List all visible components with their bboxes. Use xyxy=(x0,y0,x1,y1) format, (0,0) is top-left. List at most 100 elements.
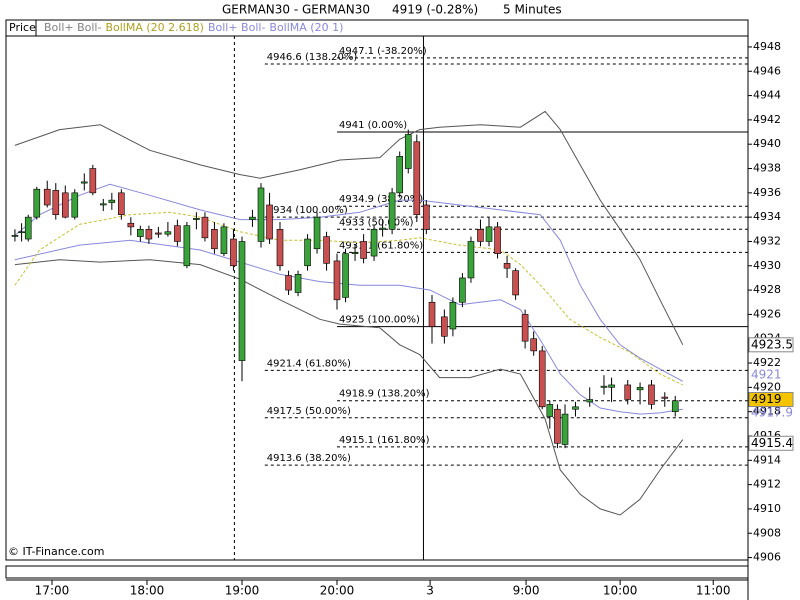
candle-body xyxy=(230,238,237,267)
fib-label: 4917.5 (50.00%) xyxy=(267,406,351,417)
legend-entry: BollMA (20 1) xyxy=(269,21,343,34)
fib-label: 4921.4 (61.80%) xyxy=(267,358,351,369)
fib-label: 4913.6 (38.20%) xyxy=(267,453,351,464)
legend-entry: Boll+ Boll- xyxy=(208,21,265,34)
legend-entry: Boll+ Boll- xyxy=(44,21,101,34)
candle-body xyxy=(494,226,501,254)
candle-body xyxy=(379,227,386,230)
candle-body xyxy=(441,316,448,337)
band-line xyxy=(14,239,683,415)
candle-body xyxy=(108,199,116,203)
panel-label: Price xyxy=(9,21,36,34)
y-tick-label: 4910 xyxy=(753,502,781,515)
price-label: 4917.9 xyxy=(751,405,793,419)
x-tick-label: 17:00 xyxy=(35,584,70,598)
y-tick-label: 4936 xyxy=(753,186,781,199)
candle-body xyxy=(155,232,162,235)
candle-body xyxy=(80,181,88,184)
candle-body xyxy=(285,275,292,291)
plot: 4947.1 (-38.20%)4946.6 (138.20%) 4941 (0.… xyxy=(11,36,748,560)
candle-body xyxy=(313,216,321,250)
x-tick-label: 3 xyxy=(426,584,434,598)
y-tick-label: 4920 xyxy=(753,380,781,393)
candle-body xyxy=(323,236,330,264)
last-price: 4919 (-0.28%) xyxy=(392,3,478,17)
price-label-box xyxy=(748,392,794,408)
candle-body xyxy=(266,204,273,240)
candle-body xyxy=(423,204,430,230)
band-line xyxy=(14,110,684,346)
y-tick-label: 4940 xyxy=(753,137,781,150)
x-tick-label: 10:00 xyxy=(603,584,638,598)
y-tick-label: 4944 xyxy=(753,89,781,102)
candle-body xyxy=(304,238,311,267)
candle-body xyxy=(137,229,144,237)
y-tick-label: 4928 xyxy=(753,283,781,296)
fib-label: 4947.1 (-38.20%) xyxy=(339,46,427,57)
candle-body xyxy=(554,408,561,444)
candle-body xyxy=(477,229,484,242)
candle-body xyxy=(351,252,359,254)
fib-label: 4946.6 (138.20%) xyxy=(267,52,358,63)
band-line xyxy=(14,183,684,382)
candle-body xyxy=(164,231,172,235)
plot-area xyxy=(5,35,749,561)
candle-body xyxy=(211,229,218,250)
y-tick-label: 4930 xyxy=(753,259,781,272)
candle-body xyxy=(530,338,537,352)
fib-label: 4931.1 (61.80%) xyxy=(339,240,423,251)
candle-body xyxy=(586,399,594,403)
candle-body xyxy=(370,229,378,257)
candle-body xyxy=(521,314,529,342)
candle-body xyxy=(512,270,519,296)
candle-body xyxy=(249,216,256,220)
candle-body xyxy=(503,263,511,269)
candle-body xyxy=(145,229,153,240)
y-tick-label: 4948 xyxy=(753,40,781,53)
candle-body xyxy=(71,192,79,218)
fib-label: 4934.9 (38.20%) xyxy=(339,194,423,205)
band-line xyxy=(14,259,684,516)
watermark: © IT-Finance.com xyxy=(8,545,105,558)
candle-body xyxy=(276,229,284,267)
candle-body xyxy=(600,385,608,388)
candle-body xyxy=(294,273,302,293)
candle-body xyxy=(127,222,135,228)
candle-body xyxy=(648,384,655,405)
price-label: 4919 xyxy=(751,392,782,406)
price-label-box xyxy=(748,337,794,353)
scrollbar[interactable] xyxy=(5,565,749,579)
price-label-box xyxy=(748,435,794,451)
y-tick-label: 4934 xyxy=(753,210,781,223)
candle-body xyxy=(24,216,32,240)
candle-body xyxy=(201,216,209,239)
candle-body xyxy=(449,301,457,330)
candle-body xyxy=(257,187,265,242)
x-tick-label: 18:00 xyxy=(130,584,165,598)
candle-body xyxy=(52,190,60,216)
candle-body xyxy=(193,218,200,220)
y-tick-label: 4942 xyxy=(753,113,781,126)
candle-body xyxy=(428,301,436,327)
y-tick-label: 4932 xyxy=(753,234,781,247)
y-tick-label: 4926 xyxy=(753,307,781,320)
fib-label: 4925 (100.00%) xyxy=(339,315,420,326)
fib-label: 4941 (0.00%) xyxy=(339,120,407,131)
y-tick-label: 4922 xyxy=(753,356,781,369)
candle-body xyxy=(342,253,349,298)
candle-body xyxy=(18,231,25,234)
legend: Boll+ Boll- BollMA (20 2.618) Boll+ Boll- B… xyxy=(44,21,343,34)
candle-body xyxy=(220,226,228,254)
interval: 5 Minutes xyxy=(503,3,562,17)
fib-label: 4918.9 (138.20%) xyxy=(339,389,430,400)
candle-body xyxy=(538,350,546,408)
price-label: 4921 xyxy=(751,368,782,382)
candle-body xyxy=(396,156,404,194)
y-tick-label: 4914 xyxy=(753,453,781,466)
y-tick-label: 4938 xyxy=(753,162,781,175)
x-tick-label: 19:00 xyxy=(225,584,260,598)
fib-label: 4915.1 (161.80%) xyxy=(339,435,430,446)
candle-body xyxy=(33,188,41,218)
